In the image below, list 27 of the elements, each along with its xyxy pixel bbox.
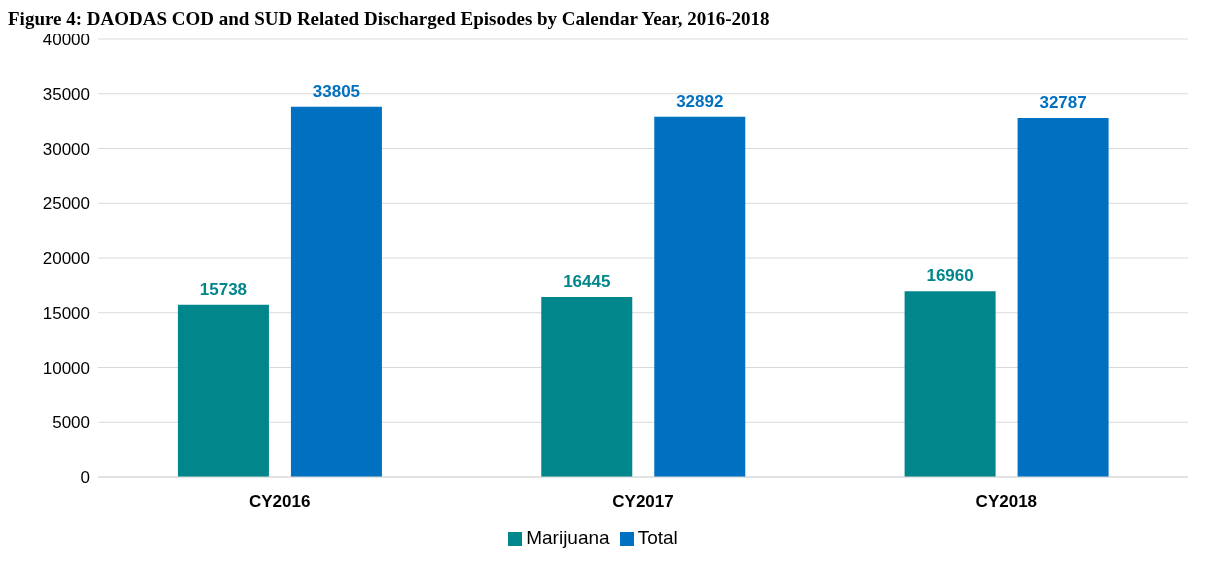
data-label: 32787: [1039, 92, 1087, 112]
data-label: 33805: [312, 81, 361, 101]
bar: [904, 291, 996, 477]
y-tick-label: 40000: [42, 30, 90, 50]
bar: [654, 116, 746, 477]
legend-label: Total: [637, 527, 678, 548]
y-tick-label: 30000: [42, 139, 90, 159]
y-tick-label: 10000: [42, 358, 90, 378]
x-tick-label: CY2016: [248, 492, 311, 512]
y-tick-label: 20000: [42, 249, 90, 269]
y-tick-label: 15000: [42, 303, 90, 323]
data-label: 16960: [926, 266, 974, 286]
data-label: 16445: [563, 271, 611, 291]
y-tick-label: 5000: [52, 413, 90, 433]
bar: [290, 106, 382, 477]
bar: [541, 296, 633, 477]
y-tick-label: 0: [80, 468, 90, 488]
bar: [1017, 117, 1109, 477]
legend-label: Marijuana: [526, 527, 610, 548]
bar: [177, 304, 269, 477]
data-label: 32892: [676, 91, 724, 111]
data-label: 15738: [199, 279, 248, 299]
x-tick-label: CY2018: [975, 492, 1038, 512]
x-tick-label: CY2017: [612, 492, 674, 512]
chart-title: Figure 4: DAODAS COD and SUD Related Discharged Episodes by Calendar Year, 2016-2018: [8, 8, 771, 30]
y-tick-label: 35000: [42, 84, 90, 104]
y-tick-label: 25000: [42, 194, 90, 214]
